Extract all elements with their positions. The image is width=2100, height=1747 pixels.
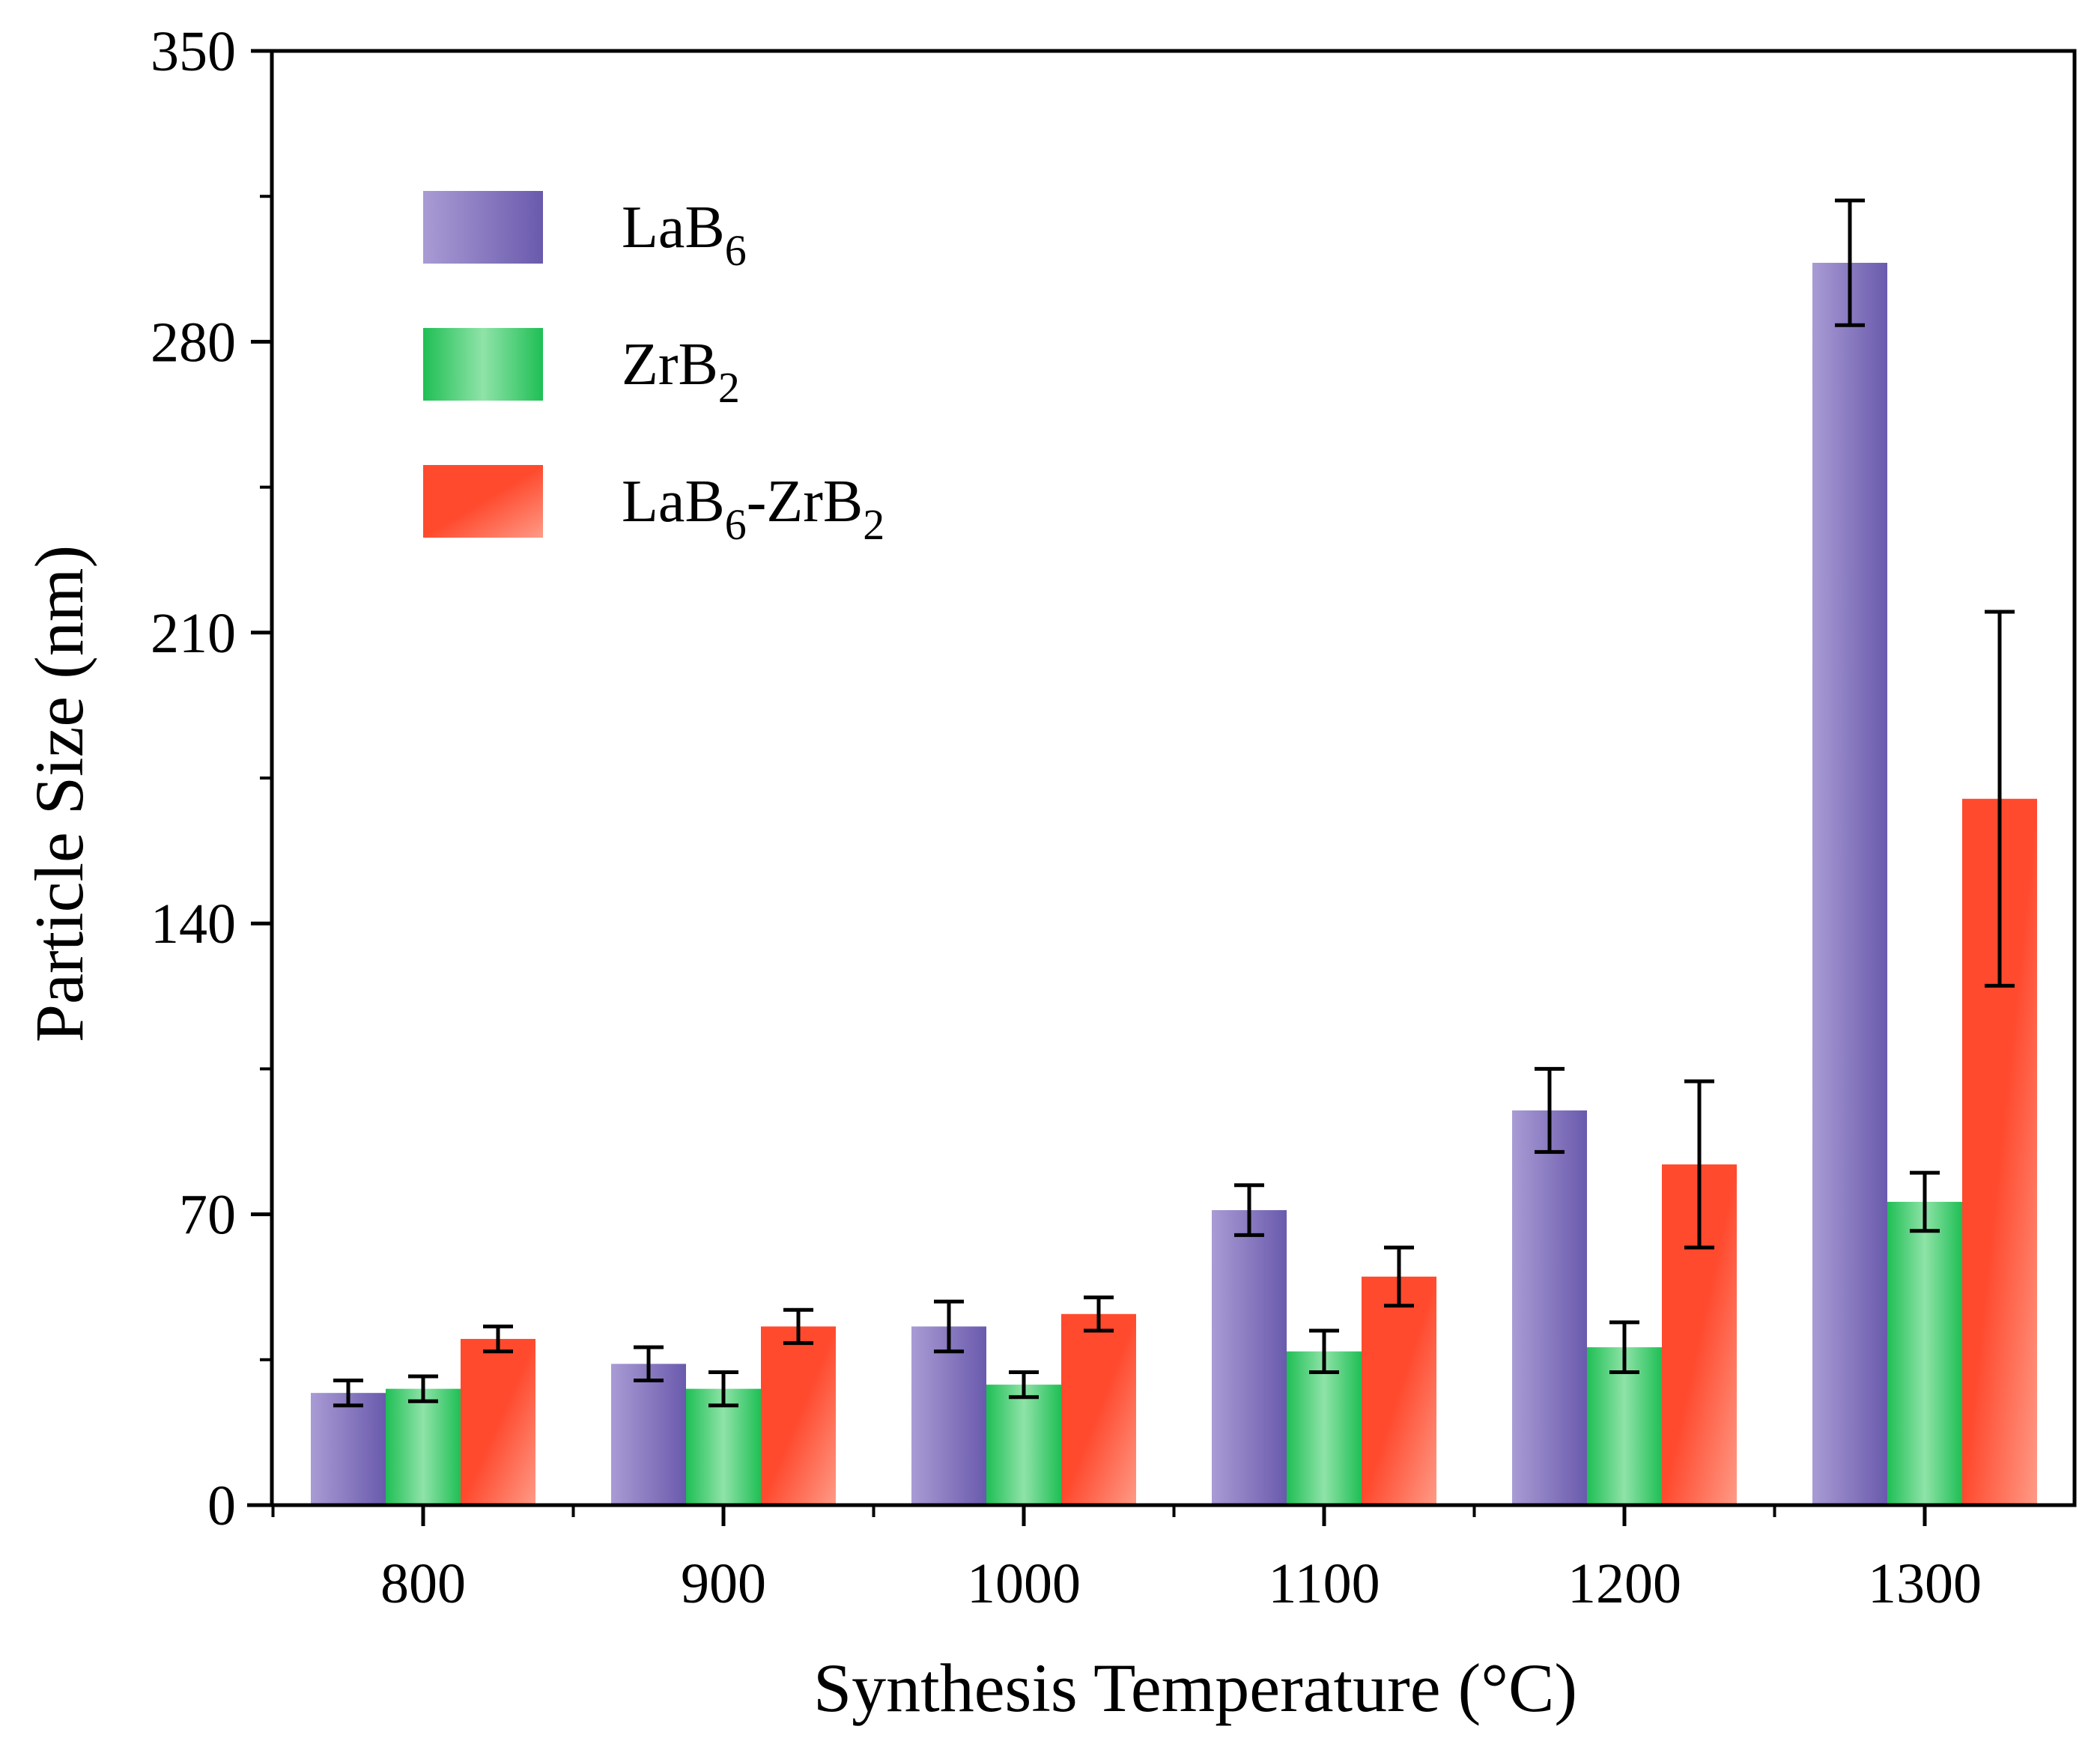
bar-series2-800 bbox=[386, 1388, 461, 1505]
bar-series3-1100 bbox=[1362, 1276, 1436, 1505]
error-bar-series1-900 bbox=[634, 1345, 664, 1383]
y-tick-label: 210 bbox=[151, 602, 236, 665]
x-tick-label: 1000 bbox=[967, 1552, 1081, 1615]
legend-swatch bbox=[423, 465, 543, 538]
legend-label: LaB6-ZrB2 bbox=[622, 469, 884, 549]
error-bar-series1-800 bbox=[333, 1379, 363, 1408]
legend: LaB6 ZrB2 LaB6-ZrB2 bbox=[423, 191, 884, 549]
bar-series3-900 bbox=[761, 1326, 836, 1505]
bar-series3-1000 bbox=[1061, 1313, 1136, 1505]
plot-frame bbox=[270, 49, 2077, 1507]
x-tick-label: 1200 bbox=[1568, 1552, 1681, 1615]
error-bar-series2-1200 bbox=[1609, 1320, 1639, 1374]
bar-series1-1100 bbox=[1212, 1210, 1287, 1505]
legend-label: ZrB2 bbox=[622, 332, 740, 412]
error-bar-series3-800 bbox=[483, 1324, 513, 1354]
axes-layer bbox=[247, 49, 2077, 1507]
error-bar-series3-900 bbox=[783, 1307, 813, 1346]
bar-series2-1000 bbox=[986, 1385, 1061, 1505]
bar-series1-1200 bbox=[1512, 1110, 1587, 1505]
x-axis-title: Synthesis Temperature (°C) bbox=[813, 1650, 1577, 1726]
error-bar-series2-800 bbox=[408, 1374, 438, 1403]
legend-item-3: LaB6-ZrB2 bbox=[423, 465, 884, 549]
y-tick-label: 70 bbox=[179, 1184, 236, 1247]
y-tick-label: 280 bbox=[151, 311, 236, 374]
bar-series3-800 bbox=[461, 1339, 535, 1505]
y-tick-label: 0 bbox=[207, 1474, 236, 1537]
error-bar-series2-900 bbox=[708, 1370, 738, 1408]
error-bar-series2-1000 bbox=[1009, 1370, 1039, 1400]
error-bar-series1-1200 bbox=[1535, 1066, 1565, 1154]
y-tick-label: 350 bbox=[151, 20, 236, 83]
ticks-layer: 0 70 140 210 280 350 800 900 1000 1100 1200 1300 bbox=[151, 20, 1982, 1615]
error-bar-series3-1200 bbox=[1684, 1079, 1714, 1250]
error-bar-series3-1100 bbox=[1384, 1245, 1414, 1308]
bar-series1-800 bbox=[311, 1393, 386, 1505]
x-tick-label: 1100 bbox=[1268, 1552, 1380, 1615]
x-tick-label: 1300 bbox=[1868, 1552, 1982, 1615]
error-bar-series2-1100 bbox=[1309, 1328, 1339, 1374]
bars-layer bbox=[311, 262, 2037, 1505]
error-bar-series3-1000 bbox=[1084, 1295, 1114, 1333]
legend-label: LaB6 bbox=[622, 195, 747, 275]
legend-swatch bbox=[423, 328, 543, 401]
error-bars-layer bbox=[333, 198, 2015, 1408]
error-bar-series2-1300 bbox=[1910, 1170, 1940, 1233]
bar-series2-1100 bbox=[1287, 1351, 1362, 1505]
legend-item-2: ZrB2 bbox=[423, 328, 740, 412]
bar-series1-1000 bbox=[911, 1326, 986, 1505]
error-bar-series1-1100 bbox=[1234, 1183, 1264, 1237]
bar-series1-900 bbox=[611, 1364, 686, 1505]
x-tick-label: 900 bbox=[681, 1552, 766, 1615]
x-tick-label: 800 bbox=[380, 1552, 466, 1615]
legend-swatch bbox=[423, 191, 543, 264]
error-bar-series1-1000 bbox=[934, 1299, 964, 1354]
legend-item-1: LaB6 bbox=[423, 191, 747, 275]
y-tick-label: 140 bbox=[151, 893, 236, 955]
bar-series2-900 bbox=[686, 1388, 761, 1505]
y-axis-title: Particle Size (nm) bbox=[21, 545, 97, 1042]
error-bar-series1-1300 bbox=[1835, 198, 1865, 327]
bar-series2-1300 bbox=[1887, 1201, 1962, 1505]
bar-series1-1300 bbox=[1812, 262, 1887, 1505]
error-bar-series3-1300 bbox=[1985, 610, 2015, 988]
